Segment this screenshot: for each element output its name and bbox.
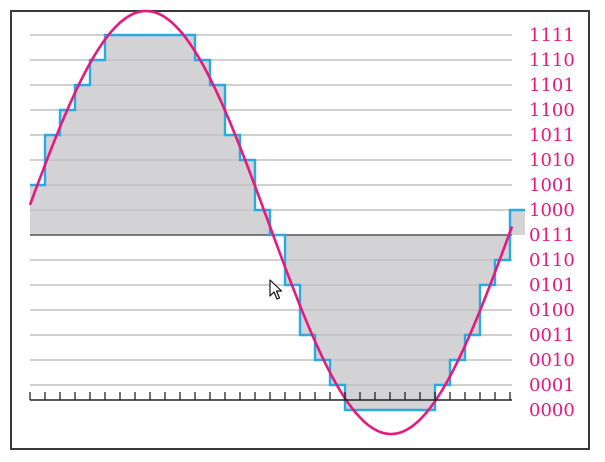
quantized-sample-fill <box>195 60 210 235</box>
code-label-1111: 1111 <box>529 25 575 46</box>
code-label-0110: 0110 <box>529 250 575 271</box>
code-label-0111: 0111 <box>529 225 575 246</box>
quantized-staircase <box>30 33 525 412</box>
code-label-0010: 0010 <box>529 350 575 371</box>
level-grid-lines <box>30 34 512 386</box>
quantized-sample-fill <box>375 235 390 410</box>
binary-code-labels: 1111 1110 1101 1100 1011 1010 1001 1000 0111 0110… <box>529 25 575 421</box>
quantized-sample-fill <box>510 210 525 235</box>
code-label-0100: 0100 <box>529 300 575 321</box>
quantized-sample-fill <box>90 60 105 235</box>
quantized-sample-fill <box>345 235 360 410</box>
code-label-0101: 0101 <box>529 275 575 296</box>
analog-sine-wave <box>28 9 514 436</box>
code-label-1001: 1001 <box>529 175 575 196</box>
quantized-sample-fill <box>420 235 435 410</box>
quantized-area-fill <box>30 35 525 410</box>
code-label-0001: 0001 <box>529 375 575 396</box>
time-axis <box>29 392 512 401</box>
quantized-sample-fill <box>390 235 405 410</box>
code-label-1101: 1101 <box>529 75 575 96</box>
code-label-0011: 0011 <box>529 325 575 346</box>
code-label-0000: 0000 <box>529 400 575 421</box>
code-label-1110: 1110 <box>529 50 575 71</box>
quantized-sample-fill <box>315 235 330 360</box>
quantized-sample-fill <box>240 160 255 235</box>
quantized-sample-fill <box>450 235 465 360</box>
quantized-sample-fill <box>60 110 75 235</box>
code-label-1000: 1000 <box>529 200 575 221</box>
mouse-pointer-icon <box>269 279 283 300</box>
quantized-sample-fill <box>405 235 420 410</box>
quantized-sample-fill <box>360 235 375 410</box>
code-label-1100: 1100 <box>529 100 575 121</box>
code-label-1010: 1010 <box>529 150 575 171</box>
code-label-1011: 1011 <box>529 125 575 146</box>
